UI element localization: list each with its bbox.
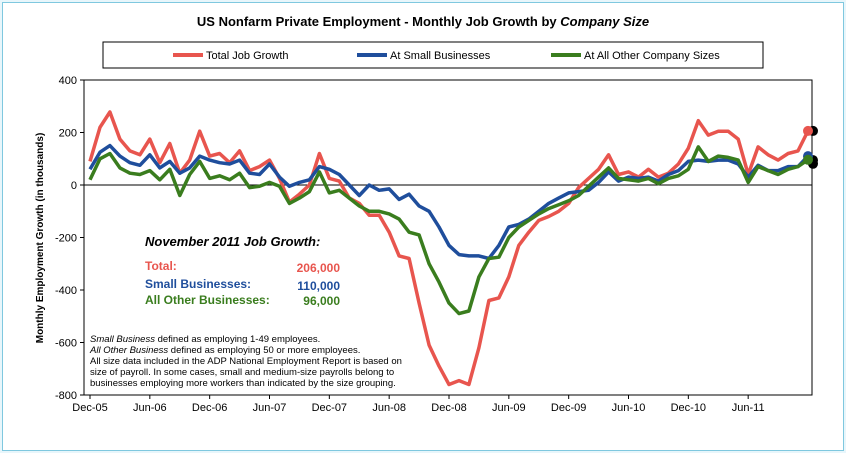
title-italic: Company Size: [560, 14, 649, 29]
callout-total-value: 206,000: [297, 261, 341, 275]
note-line-1-term: Small Business: [90, 334, 155, 345]
y-tick-label: -200: [55, 233, 77, 245]
x-tick-label: Jun-11: [732, 402, 765, 414]
notes: Small Business defined as employing 1-49…: [89, 334, 402, 389]
callout-small-value: 110,000: [297, 279, 340, 293]
x-tick-label: Jun-07: [253, 402, 287, 414]
x-tick-label: Dec-05: [72, 402, 107, 414]
x-tick-label: Jun-09: [492, 402, 526, 414]
y-tick-label: 400: [59, 75, 77, 87]
y-tick-label: 200: [59, 128, 77, 140]
y-axis: 400 200 0 -200 -400 -600 -800: [55, 75, 84, 402]
callout-total-label: Total:: [145, 259, 177, 273]
series-small-line: [88, 143, 810, 261]
x-tick-label: Dec-08: [431, 402, 466, 414]
callout: November 2011 Job Growth: Total: 206,000…: [145, 234, 340, 308]
endpoint-other: [803, 154, 813, 165]
endpoint-total: [803, 125, 813, 136]
series-total-line: [88, 110, 810, 387]
y-tick-label: -600: [55, 338, 77, 350]
note-line-2-term: All Other Business: [89, 345, 168, 356]
x-tick-label: Dec-06: [192, 402, 227, 414]
y-axis-label: Monthly Employment Growth (in thousands): [35, 133, 46, 344]
x-tick-label: Dec-07: [312, 402, 347, 414]
note-line-2-rest: defined as employing 50 or more employee…: [168, 345, 360, 356]
note-line-1: Small Business defined as employing 1-49…: [90, 334, 320, 345]
callout-other-label: All Other Businesses:: [145, 293, 270, 307]
legend-label-small: At Small Businesses: [390, 50, 491, 62]
y-tick-label: -400: [55, 285, 77, 297]
y-tick-label: -800: [55, 390, 77, 402]
x-tick-label: Jun-10: [612, 402, 646, 414]
x-axis: Dec-05 Jun-06 Dec-06 Jun-07 Dec-07 Jun-08 Dec-…: [72, 395, 765, 414]
series-lines: [88, 110, 818, 387]
legend: Total Job Growth At Small Businesses At …: [173, 50, 720, 62]
title-main: US Nonfarm Private Employment - Monthly …: [197, 14, 560, 29]
note-line-4: size of payroll. In some cases, small an…: [90, 367, 394, 378]
note-line-2: All Other Business defined as employing …: [89, 345, 360, 356]
legend-label-other: At All Other Company Sizes: [584, 50, 720, 62]
x-tick-label: Dec-09: [551, 402, 586, 414]
series-other-line: [88, 145, 809, 316]
chart-title: US Nonfarm Private Employment - Monthly …: [197, 14, 649, 29]
note-line-1-rest: defined as employing 1-49 employees.: [155, 334, 320, 345]
x-tick-label: Jun-08: [372, 402, 406, 414]
legend-box: [102, 41, 764, 69]
x-tick-label: Dec-10: [671, 402, 706, 414]
note-line-3: All size data included in the ADP Nation…: [90, 356, 402, 367]
x-tick-label: Jun-06: [133, 402, 167, 414]
note-line-5: businesses employing more workers than i…: [90, 378, 396, 389]
callout-small-label: Small Businesses:: [145, 277, 251, 291]
callout-other-value: 96,000: [303, 294, 340, 308]
callout-heading: November 2011 Job Growth:: [145, 234, 320, 249]
legend-label-total: Total Job Growth: [206, 50, 289, 62]
y-tick-label: 0: [71, 180, 77, 192]
